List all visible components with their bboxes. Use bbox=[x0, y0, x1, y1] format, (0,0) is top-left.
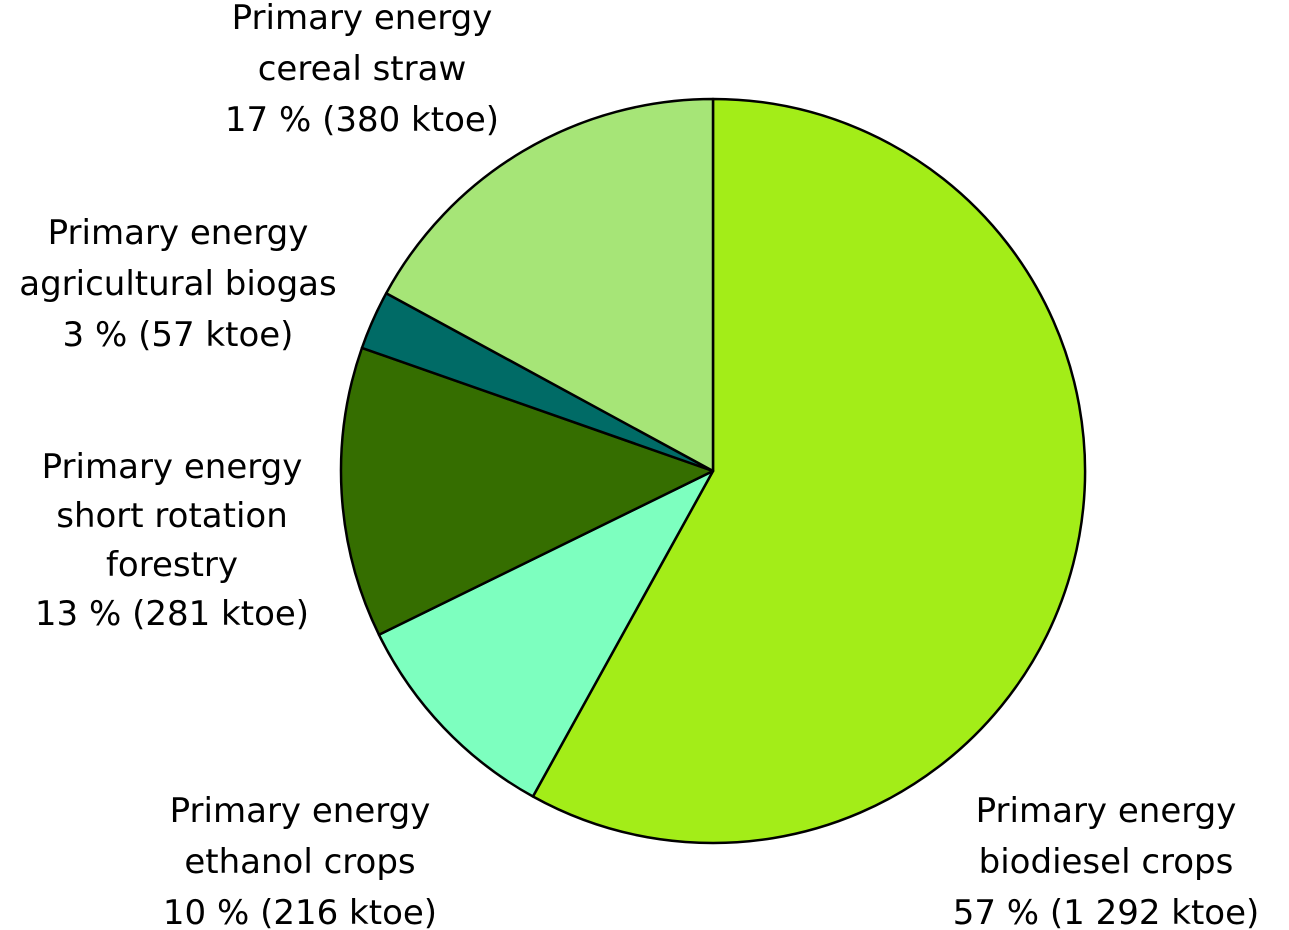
slice-label-line: Primary energy bbox=[232, 0, 493, 38]
slice-label-line: Primary energy bbox=[170, 791, 431, 831]
slice-label-line: ethanol crops bbox=[184, 842, 415, 882]
pie-slice-biodiesel-crops bbox=[531, 97, 1087, 845]
pie-slices bbox=[339, 97, 1087, 845]
pie-slice-ethanol-crops bbox=[377, 469, 715, 798]
slice-label-line: 10 % (216 ktoe) bbox=[163, 893, 437, 930]
slice-label-cereal-straw: Primary energy cereal straw 17 % (380 ktoe… bbox=[225, 0, 499, 140]
slice-label-line: Primary energy bbox=[48, 213, 309, 253]
slice-label-line: 17 % (380 ktoe) bbox=[225, 100, 499, 140]
slice-label-line: 3 % (57 ktoe) bbox=[63, 315, 294, 355]
slice-label-agricultural-biogas: Primary energy agricultural biogas 3 % (57… bbox=[19, 213, 336, 355]
slice-label-line: 57 % (1 292 ktoe) bbox=[953, 893, 1260, 930]
slice-label-line: forestry bbox=[106, 545, 238, 585]
slice-label-line: short rotation bbox=[56, 496, 288, 536]
slice-label-line: agricultural biogas bbox=[19, 264, 336, 304]
slice-label-ethanol-crops: Primary energy ethanol crops 10 % (216 kto… bbox=[163, 791, 437, 930]
pie-slice-cereal-straw bbox=[384, 97, 715, 473]
slice-label-line: 13 % (281 ktoe) bbox=[35, 594, 309, 634]
slice-label-line: cereal straw bbox=[258, 49, 467, 89]
pie-slice-short-rotation-forestry bbox=[339, 346, 715, 637]
pie-labels: Primary energy biodiesel crops 57 % (1 292… bbox=[19, 0, 1259, 930]
slice-label-short-rotation-forestry: Primary energy short rotation forestry 13 %… bbox=[35, 447, 309, 634]
slice-label-line: biodiesel crops bbox=[979, 842, 1234, 882]
slice-label-biodiesel-crops: Primary energy biodiesel crops 57 % (1 292… bbox=[953, 791, 1260, 930]
slice-label-line: Primary energy bbox=[976, 791, 1237, 831]
slice-label-line: Primary energy bbox=[42, 447, 303, 487]
